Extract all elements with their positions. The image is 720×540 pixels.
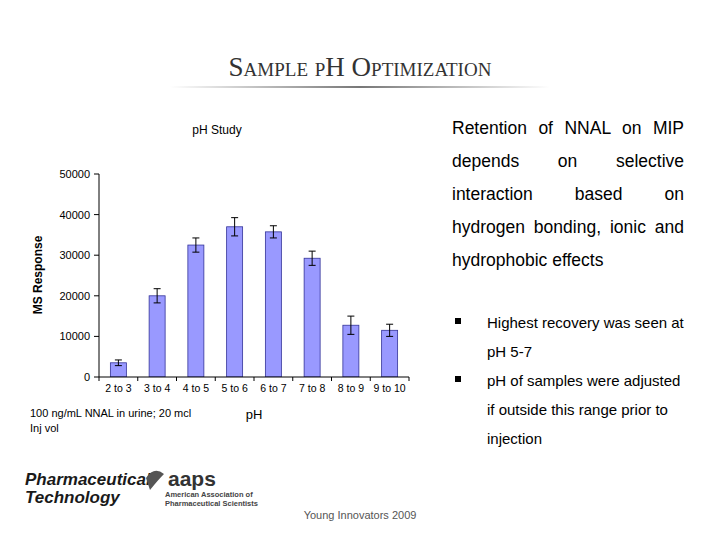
chart-note: 100 ng/mL NNAL in urine; 20 mcl Inj vol — [30, 406, 202, 436]
bar — [382, 330, 398, 377]
x-tick — [254, 377, 255, 381]
bar — [265, 232, 281, 377]
x-tick-label: 5 to 6 — [221, 382, 247, 394]
logo-text: aaps — [168, 467, 216, 490]
title-rule — [170, 86, 550, 88]
x-tick-label: 6 to 7 — [260, 382, 286, 394]
y-axis — [99, 174, 100, 377]
logo-text: American Association of — [165, 490, 253, 499]
canvas: Sample pH Optimization pH Study 0 10000 2000… — [0, 0, 720, 540]
bullet-square — [455, 318, 461, 324]
bullet: pH of samples were adjusted if outside t… — [455, 366, 690, 453]
y-tick — [94, 336, 99, 337]
logo-text: Technology — [25, 488, 121, 507]
bars — [110, 218, 397, 377]
slide-title: Sample pH Optimization — [229, 52, 492, 82]
y-tick-label: 0 — [84, 371, 90, 383]
bar — [149, 296, 165, 377]
x-tick — [292, 377, 293, 381]
y-tick — [94, 174, 99, 175]
error-bar — [154, 289, 161, 303]
bar — [304, 258, 320, 377]
y-tick — [94, 255, 99, 256]
y-tick — [94, 295, 99, 296]
x-tick — [370, 377, 371, 381]
y-tick-label: 20000 — [59, 290, 90, 302]
y-tick-label: 50000 — [59, 168, 90, 180]
error-bar — [386, 324, 393, 336]
x-tick-label: 4 to 5 — [183, 382, 209, 394]
y-tick-label: 40000 — [59, 209, 90, 221]
y-tick — [94, 377, 99, 378]
x-tick-label: 3 to 4 — [144, 382, 170, 394]
error-bar — [270, 226, 277, 238]
y-tick-label: 30000 — [59, 249, 90, 261]
error-bar — [309, 251, 316, 265]
x-tick — [409, 377, 410, 381]
error-bar — [115, 360, 122, 366]
body-text: Retention of NNAL on MIP depends on sele… — [452, 112, 684, 277]
y-tick — [94, 214, 99, 215]
x-axis-label: pH — [246, 407, 263, 422]
bar — [227, 227, 243, 377]
bar — [188, 245, 204, 377]
bullet: Highest recovery was seen at pH 5-7 — [455, 308, 690, 366]
x-tick-label: 9 to 10 — [374, 382, 406, 394]
logo-text: Pharmaceutical Scientists — [165, 499, 258, 508]
error-bar — [347, 316, 354, 334]
y-tick-label: 10000 — [59, 330, 90, 342]
x-tick — [176, 377, 177, 381]
error-bar — [231, 218, 238, 236]
logo-text: Pharmaceutical — [25, 470, 152, 489]
x-tick — [331, 377, 332, 381]
slide: {"slide": {"title": "Sample pH Optimizat… — [0, 0, 720, 540]
chart-title: pH Study — [192, 123, 241, 137]
aaps-icon — [146, 471, 164, 490]
x-tick-label: 8 to 9 — [338, 382, 364, 394]
bullet-square — [455, 376, 461, 382]
x-tick — [215, 377, 216, 381]
x-tick-label: 7 to 8 — [299, 382, 325, 394]
y-axis-label: MS Response — [31, 235, 45, 314]
error-bar — [192, 238, 199, 252]
x-tick — [99, 377, 100, 381]
bullet-list: Highest recovery was seen at pH 5-7pH of… — [455, 308, 690, 453]
x-tick-label: 2 to 3 — [105, 382, 131, 394]
x-tick — [137, 377, 138, 381]
footer: Young Innovators 2009 — [304, 509, 417, 521]
